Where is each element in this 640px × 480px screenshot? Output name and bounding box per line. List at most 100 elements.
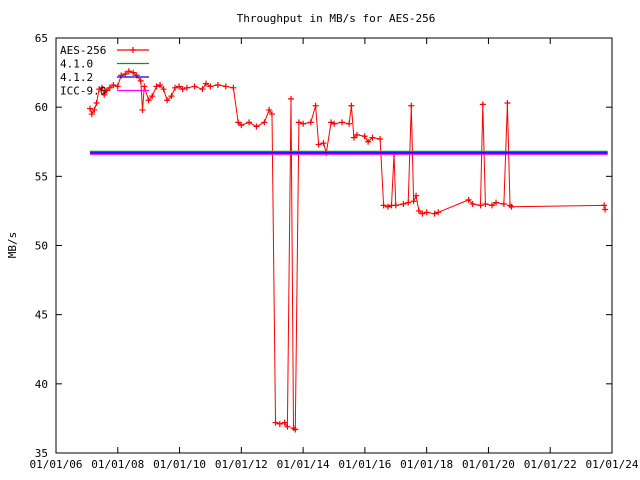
data-point <box>300 120 307 127</box>
data-point <box>353 131 360 138</box>
data-point <box>238 122 245 129</box>
data-point <box>96 86 103 93</box>
data-point <box>469 201 476 207</box>
x-tick-label: 01/01/22 <box>524 458 577 471</box>
data-point <box>183 84 190 91</box>
data-point <box>214 82 221 89</box>
data-point <box>153 83 160 90</box>
x-axis: 01/01/06 01/01/08 01/01/10 01/01/12 01/01/14… <box>30 38 639 471</box>
data-point <box>284 423 291 430</box>
data-point <box>315 141 322 148</box>
data-point <box>130 69 137 76</box>
y-tick-label: 40 <box>35 378 48 391</box>
data-point <box>350 134 357 141</box>
x-tick-label: 01/01/12 <box>215 458 268 471</box>
series-line-aes-256 <box>89 70 606 431</box>
data-point <box>320 140 327 147</box>
x-tick-label: 01/01/24 <box>586 458 639 471</box>
data-point <box>601 202 608 209</box>
data-point <box>292 426 299 433</box>
data-point <box>431 210 438 217</box>
data-point <box>276 420 283 427</box>
y-tick-label: 35 <box>35 447 48 460</box>
data-point <box>508 203 515 210</box>
data-point <box>408 102 415 109</box>
data-point <box>261 119 268 126</box>
data-point <box>176 83 183 90</box>
data-point <box>419 210 426 217</box>
legend-label: ICC-9.0 <box>60 85 106 98</box>
data-point <box>253 123 260 130</box>
plot-frame <box>55 37 613 454</box>
data-point <box>415 207 422 214</box>
data-point <box>125 68 132 75</box>
data-point <box>222 83 229 90</box>
y-axis-label: MB/s <box>6 232 19 259</box>
x-tick-label: 01/01/10 <box>153 458 206 471</box>
data-point <box>101 91 108 98</box>
data-point <box>348 102 355 109</box>
data-point <box>202 80 209 87</box>
data-point <box>482 201 489 207</box>
data-point <box>307 119 314 126</box>
data-point <box>230 84 237 91</box>
data-point <box>272 419 279 426</box>
x-tick-label: 01/01/08 <box>91 458 144 471</box>
data-point <box>500 201 507 207</box>
data-point <box>268 111 275 118</box>
data-point <box>137 77 144 84</box>
data-point <box>157 82 164 89</box>
legend-marker <box>130 47 136 53</box>
data-point <box>369 134 376 141</box>
data-point <box>168 93 175 100</box>
data-point <box>477 202 484 209</box>
data-point <box>266 106 273 113</box>
data-point <box>114 83 121 90</box>
y-tick-label: 60 <box>35 101 48 114</box>
data-point <box>331 120 338 127</box>
chart-title: Throughput in MB/s for AES-256 <box>237 12 436 25</box>
x-tick-label: 01/01/06 <box>30 458 83 471</box>
data-point <box>504 100 511 107</box>
data-point <box>246 119 253 126</box>
data-point <box>423 209 430 216</box>
data-point <box>392 202 399 209</box>
data-point <box>141 83 148 90</box>
data-point <box>377 135 384 142</box>
data-point <box>361 133 368 140</box>
data-point <box>384 203 391 210</box>
data-point <box>106 84 113 91</box>
data-point <box>160 86 167 93</box>
series-layer <box>87 68 609 433</box>
data-point <box>164 97 171 104</box>
data-point <box>295 119 302 126</box>
data-point <box>365 138 372 145</box>
data-point <box>400 201 407 207</box>
data-point <box>149 93 156 100</box>
y-tick-label: 65 <box>35 32 48 45</box>
data-point <box>312 102 319 109</box>
data-point <box>405 199 412 206</box>
y-axis: 35 40 45 50 55 60 65 <box>35 32 612 460</box>
data-point <box>103 87 110 94</box>
legend-label: 4.1.0 <box>60 58 93 71</box>
data-point <box>172 84 179 91</box>
data-point <box>88 111 95 118</box>
x-tick-label: 01/01/18 <box>400 458 453 471</box>
data-point <box>98 84 105 91</box>
data-point <box>493 199 500 206</box>
data-point <box>346 120 353 127</box>
data-point <box>207 83 214 90</box>
data-point <box>380 202 387 209</box>
data-point <box>435 209 442 216</box>
data-point <box>145 97 152 104</box>
data-point <box>110 82 117 89</box>
data-point <box>191 83 198 90</box>
y-tick-label: 50 <box>35 240 48 253</box>
data-point <box>602 206 609 213</box>
y-tick-label: 55 <box>35 170 48 183</box>
data-point <box>328 119 335 126</box>
data-point <box>179 86 186 93</box>
data-point <box>410 198 417 205</box>
